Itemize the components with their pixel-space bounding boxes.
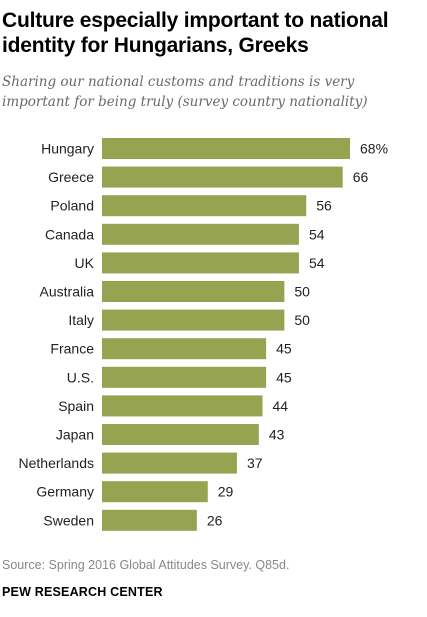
bar-japan [102, 424, 259, 445]
value-label-netherlands: 37 [247, 455, 263, 471]
category-label-italy: Italy [68, 312, 94, 328]
bar-spain [102, 395, 263, 417]
category-label-france: France [50, 341, 94, 357]
value-label-canada: 54 [309, 226, 325, 242]
bar-australia [102, 281, 285, 302]
category-label-greece: Greece [48, 169, 94, 185]
value-label-u-s: 45 [276, 369, 292, 385]
bar-poland [102, 195, 307, 217]
value-label-hungary: 68% [360, 141, 388, 157]
category-label-japan: Japan [56, 427, 94, 443]
category-label-uk: UK [75, 255, 95, 271]
value-label-poland: 56 [316, 198, 332, 214]
source-note: Source: Spring 2016 Global Attitudes Sur… [2, 558, 290, 572]
bar-chart: Hungary 68% Greece 66 Poland 56 Canada 54 UK 54 Au… [19, 138, 388, 531]
category-label-netherlands: Netherlands [19, 455, 95, 471]
value-label-france: 45 [276, 341, 292, 357]
brand-logo-text: PEW RESEARCH CENTER [2, 585, 163, 599]
bar-greece [102, 166, 343, 188]
value-label-sweden: 26 [207, 512, 223, 528]
category-label-u-s: U.S. [67, 369, 94, 385]
value-label-greece: 66 [353, 169, 369, 185]
bar-hungary [102, 138, 350, 159]
value-label-germany: 29 [218, 484, 234, 500]
category-label-poland: Poland [50, 198, 94, 214]
bar-germany [102, 481, 208, 503]
value-label-uk: 54 [309, 255, 325, 271]
bar-sweden [102, 509, 197, 531]
chart-subtitle: Sharing our national customs and traditi… [2, 74, 368, 110]
value-label-australia: 50 [294, 284, 310, 300]
value-label-japan: 43 [269, 427, 285, 443]
bar-france [102, 338, 267, 360]
value-label-italy: 50 [294, 312, 310, 328]
bar-canada [102, 223, 299, 245]
category-label-germany: Germany [36, 484, 94, 500]
category-label-sweden: Sweden [43, 512, 94, 528]
category-label-australia: Australia [40, 284, 95, 300]
bar-italy [102, 309, 285, 331]
bar-netherlands [102, 452, 237, 474]
bar-u-s [102, 366, 267, 388]
category-label-spain: Spain [58, 398, 94, 414]
value-label-spain: 44 [272, 398, 288, 414]
chart-title: Culture especially important to national… [2, 9, 389, 57]
category-label-hungary: Hungary [41, 141, 94, 157]
bar-uk [102, 252, 299, 274]
category-label-canada: Canada [45, 226, 94, 242]
